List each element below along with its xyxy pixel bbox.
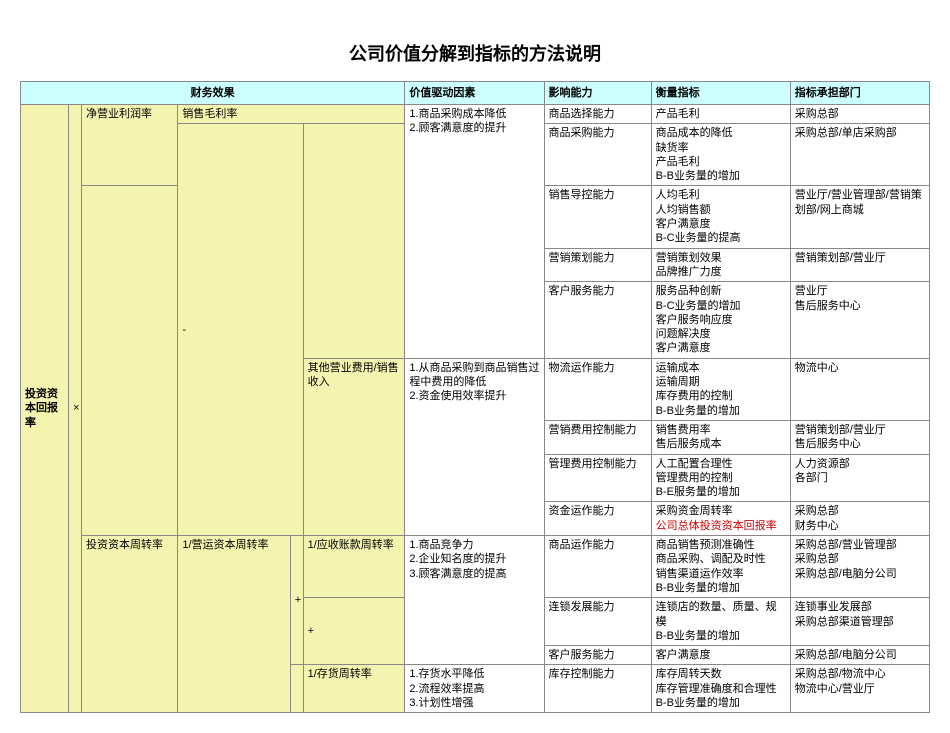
dept-cell: 营销策划部/营业厅售后服务中心 (790, 420, 929, 454)
table-row: 投资资本回报率 × 净营业利润率 销售毛利率 1.商品采购成本降低2.顾客满意度… (21, 105, 930, 124)
driver-cell: 1.存货水平降低2.流程效率提高3.计划性增强 (405, 665, 544, 713)
ability-cell: 客户服务能力 (544, 282, 651, 358)
metric-cell: 服务品种创新B-C业务量的增加客户服务响应度问题解决度客户满意度 (651, 282, 790, 358)
ability-cell: 连锁发展能力 (544, 598, 651, 646)
net-profit-label: 净营业利润率 (82, 105, 178, 186)
dept-cell: 采购总部财务中心 (790, 502, 929, 536)
metric-cell: 连锁店的数量、质量、规模B-B业务量的增加 (651, 598, 790, 646)
metric-cell: 销售费用率售后服务成本 (651, 420, 790, 454)
dept-cell: 物流中心 (790, 358, 929, 420)
empty-cell (82, 186, 178, 536)
inv-turn-label: 投资资本周转率 (82, 536, 178, 713)
value-table: 财务效果 价值驱动因素 影响能力 衡量指标 指标承担部门 投资资本回报率 × 净… (20, 81, 930, 713)
metric-cell: 商品销售预测准确性商品采购、调配及时性销售渠道运作效率B-B业务量的增加 (651, 536, 790, 598)
ability-cell: 商品运作能力 (544, 536, 651, 598)
dept-cell: 采购总部 (790, 105, 929, 124)
op-times: × (69, 105, 82, 713)
op-turn-label: 1/营运资本周转率 (178, 536, 290, 713)
ability-cell: 物流运作能力 (544, 358, 651, 420)
metric-cell: 商品成本的降低缺货率产品毛利B-B业务量的增加 (651, 124, 790, 186)
dept-cell: 营销策划部/营业厅 (790, 248, 929, 282)
dept-cell: 连锁事业发展部采购总部渠道管理部 (790, 598, 929, 646)
ability-cell: 销售导控能力 (544, 186, 651, 248)
other-op-label: 其他营业费用/销售收入 (303, 358, 405, 535)
metric-cell: 人均毛利人均销售额客户满意度B-C业务量的提高 (651, 186, 790, 248)
metric-cell: 运输成本运输周期库存费用的控制B-B业务量的增加 (651, 358, 790, 420)
ar-turn-label: 1/应收账款周转率 (303, 536, 405, 598)
header-metrics: 衡量指标 (651, 82, 790, 105)
ability-cell: 商品采购能力 (544, 124, 651, 186)
dept-cell: 采购总部/物流中心物流中心/营业厅 (790, 665, 929, 713)
header-dept: 指标承担部门 (790, 82, 929, 105)
driver-cell: 1.商品竞争力2.企业知名度的提升3.顾客满意度的提高 (405, 536, 544, 665)
header-drivers: 价值驱动因素 (405, 82, 544, 105)
metric-cell: 人工配置合理性管理费用的控制B-E服务量的增加 (651, 454, 790, 502)
table-row: 投资资本周转率 1/营运资本周转率 + 1/应收账款周转率 1.商品竞争力2.企… (21, 536, 930, 598)
header-row: 财务效果 价值驱动因素 影响能力 衡量指标 指标承担部门 (21, 82, 930, 105)
dept-cell: 人力资源部各部门 (790, 454, 929, 502)
ability-cell: 商品选择能力 (544, 105, 651, 124)
op-plus: + (290, 536, 303, 665)
inv-stock-label: 1/存货周转率 (303, 665, 405, 713)
ability-cell: 营销费用控制能力 (544, 420, 651, 454)
header-financial: 财务效果 (21, 82, 405, 105)
empty-cell (290, 665, 303, 713)
metric-cell: 营销策划效果品牌推广力度 (651, 248, 790, 282)
metric-cell: 产品毛利 (651, 105, 790, 124)
dept-cell: 采购总部/电脑分公司 (790, 646, 929, 665)
gross-margin-label: 销售毛利率 (178, 105, 405, 124)
op-minus: - (178, 124, 303, 536)
metric-cell: 采购资金周转率公司总体投资资本回报率 (651, 502, 790, 536)
ability-cell: 客户服务能力 (544, 646, 651, 665)
ability-cell: 库存控制能力 (544, 665, 651, 713)
dept-cell: 营业厅售后服务中心 (790, 282, 929, 358)
page-title: 公司价值分解到指标的方法说明 (20, 40, 930, 66)
ability-cell: 营销策划能力 (544, 248, 651, 282)
driver-cell: 1.商品采购成本降低2.顾客满意度的提升 (405, 105, 544, 359)
metric-cell: 客户满意度 (651, 646, 790, 665)
empty-cell (303, 124, 405, 358)
metric-cell: 库存周转天数库存管理准确度和合理性B-B业务量的增加 (651, 665, 790, 713)
dept-cell: 采购总部/单店采购部 (790, 124, 929, 186)
ability-cell: 资金运作能力 (544, 502, 651, 536)
driver-cell: 1.从商品采购到商品销售过程中费用的降低2.资金使用效率提升 (405, 358, 544, 535)
ability-cell: 管理费用控制能力 (544, 454, 651, 502)
root-label: 投资资本回报率 (21, 105, 69, 713)
dept-cell: 营业厅/营业管理部/营销策划部/网上商城 (790, 186, 929, 248)
op-plus2: + (303, 598, 405, 665)
dept-cell: 采购总部/营业管理部采购总部采购总部/电脑分公司 (790, 536, 929, 598)
header-ability: 影响能力 (544, 82, 651, 105)
